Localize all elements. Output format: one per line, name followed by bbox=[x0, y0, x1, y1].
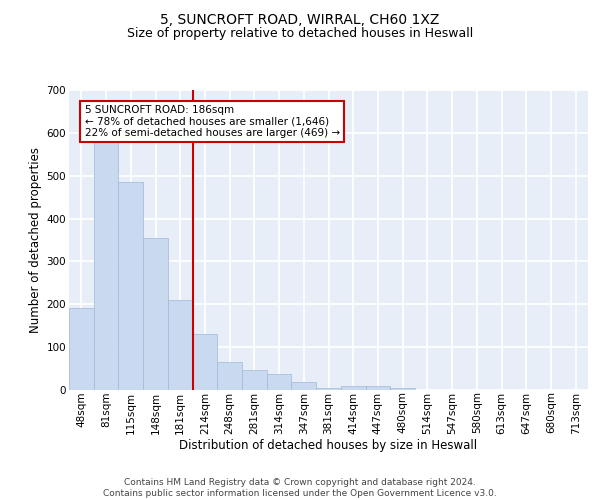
Bar bbox=[94, 142, 118, 390]
Bar bbox=[69, 308, 94, 390]
Bar bbox=[365, 386, 390, 390]
Bar bbox=[242, 370, 267, 390]
Bar bbox=[390, 388, 415, 390]
Bar bbox=[143, 238, 168, 390]
Text: 5, SUNCROFT ROAD, WIRRAL, CH60 1XZ: 5, SUNCROFT ROAD, WIRRAL, CH60 1XZ bbox=[160, 12, 440, 26]
Bar bbox=[267, 374, 292, 390]
Y-axis label: Number of detached properties: Number of detached properties bbox=[29, 147, 43, 333]
Text: Contains HM Land Registry data © Crown copyright and database right 2024.
Contai: Contains HM Land Registry data © Crown c… bbox=[103, 478, 497, 498]
Bar bbox=[168, 300, 193, 390]
Bar bbox=[292, 382, 316, 390]
Bar bbox=[316, 388, 341, 390]
Bar bbox=[217, 362, 242, 390]
X-axis label: Distribution of detached houses by size in Heswall: Distribution of detached houses by size … bbox=[179, 439, 478, 452]
Text: 5 SUNCROFT ROAD: 186sqm
← 78% of detached houses are smaller (1,646)
22% of semi: 5 SUNCROFT ROAD: 186sqm ← 78% of detache… bbox=[85, 105, 340, 138]
Bar bbox=[118, 182, 143, 390]
Text: Size of property relative to detached houses in Heswall: Size of property relative to detached ho… bbox=[127, 28, 473, 40]
Bar bbox=[193, 334, 217, 390]
Bar bbox=[341, 386, 365, 390]
